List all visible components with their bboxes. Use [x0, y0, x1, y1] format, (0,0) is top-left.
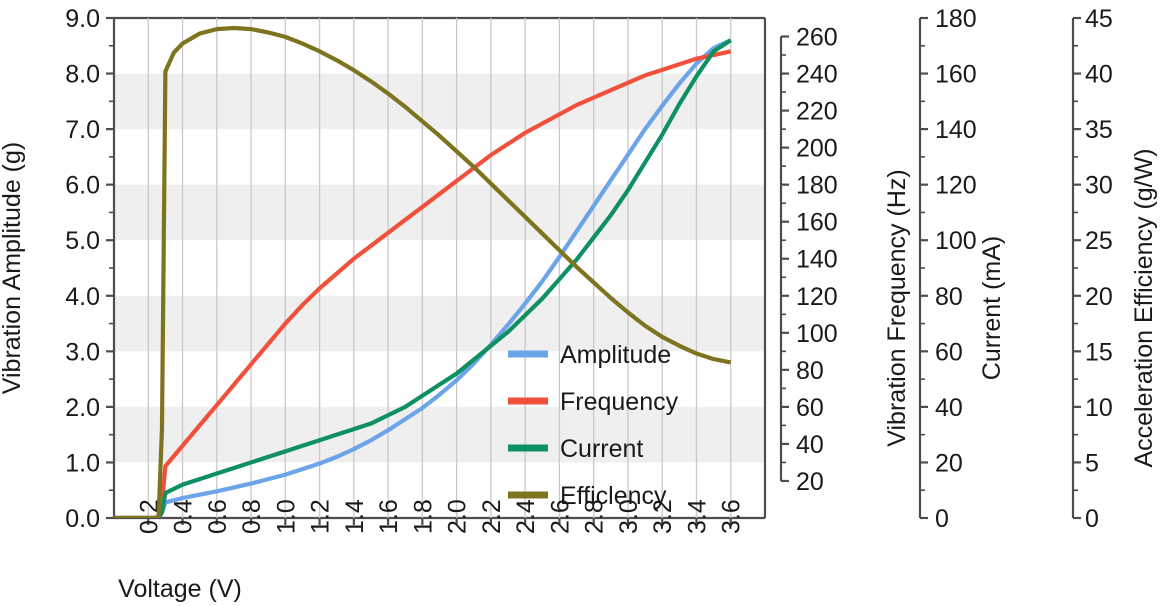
- y-tick-label-current: 20: [935, 449, 963, 477]
- y-axis-title-current: Current (mA): [978, 236, 1006, 380]
- x-tick-label: 2.2: [478, 499, 506, 534]
- y-tick-label-current: 180: [935, 5, 977, 33]
- x-tick-label: 2.4: [512, 499, 540, 534]
- x-axis-title: Voltage (V): [118, 575, 242, 603]
- y-tick-label-amplitude: 1.0: [65, 449, 100, 477]
- series-line-current: [114, 38, 732, 518]
- x-tick-label: 1.4: [341, 499, 369, 534]
- legend-label-amplitude: Amplitude: [560, 341, 671, 369]
- y-tick-label-current: 120: [935, 172, 977, 200]
- y-tick-label-frequency: 220: [796, 98, 838, 126]
- x-tick-label: 1.0: [272, 499, 300, 534]
- series-line-amplitude: [114, 38, 732, 518]
- y-tick-label-frequency: 80: [796, 357, 824, 385]
- y-tick-label-efficiency: 10: [1085, 394, 1113, 422]
- y-tick-label-amplitude: 7.0: [65, 116, 100, 144]
- y-tick-label-amplitude: 8.0: [65, 61, 100, 89]
- y-tick-label-efficiency: 35: [1085, 116, 1113, 144]
- x-tick-label: 2.0: [444, 499, 472, 534]
- y-tick-label-current: 0: [935, 505, 949, 533]
- y-tick-label-efficiency: 20: [1085, 283, 1113, 311]
- y-tick-label-efficiency: 40: [1085, 61, 1113, 89]
- x-tick-label: 1.2: [307, 499, 335, 534]
- y-tick-label-amplitude: 3.0: [65, 338, 100, 366]
- plot-band: [114, 406, 765, 463]
- y-tick-label-amplitude: 0.0: [65, 505, 100, 533]
- y-tick-label-amplitude: 2.0: [65, 394, 100, 422]
- series-line-frequency: [114, 49, 732, 518]
- x-tick-label: 3.4: [683, 499, 711, 534]
- x-tick-label: 0.4: [170, 499, 198, 534]
- y-tick-label-current: 40: [935, 394, 963, 422]
- x-tick-label: 1.6: [375, 499, 403, 534]
- x-tick-label: 0.6: [204, 499, 232, 534]
- y-tick-label-efficiency: 15: [1085, 338, 1113, 366]
- y-axis-title-amplitude: Vibration Amplitude (g): [0, 142, 26, 394]
- x-tick-label: 3.0: [615, 499, 643, 534]
- y-tick-label-frequency: 240: [796, 61, 838, 89]
- y-tick-label-frequency: 20: [796, 468, 824, 496]
- y-tick-label-current: 140: [935, 116, 977, 144]
- y-tick-label-frequency: 60: [796, 394, 824, 422]
- legend-label-current: Current: [560, 435, 643, 463]
- x-tick-label: 3.6: [718, 499, 746, 534]
- y-axis-title-frequency: Vibration Frequency (Hz): [883, 169, 911, 446]
- legend-label-efficlency: Efficlency: [560, 482, 667, 510]
- y-tick-label-frequency: 260: [796, 24, 838, 52]
- y-tick-label-amplitude: 9.0: [65, 5, 100, 33]
- x-tick-label: 1.8: [409, 499, 437, 534]
- y-tick-label-current: 80: [935, 283, 963, 311]
- y-tick-label-amplitude: 5.0: [65, 227, 100, 255]
- y-tick-label-efficiency: 45: [1085, 5, 1113, 33]
- y-tick-label-current: 160: [935, 61, 977, 89]
- x-tick-label: 3.2: [649, 499, 677, 534]
- y-tick-label-frequency: 200: [796, 135, 838, 163]
- x-tick-label: 0.8: [238, 499, 266, 534]
- y-tick-label-efficiency: 5: [1085, 449, 1099, 477]
- legend-label-frequency: Frequency: [560, 388, 679, 416]
- x-tick-label: 2.6: [546, 499, 574, 534]
- plot-band: [114, 295, 765, 352]
- y-tick-label-frequency: 100: [796, 320, 838, 348]
- y-tick-label-frequency: 160: [796, 209, 838, 237]
- y-tick-label-frequency: 40: [796, 431, 824, 459]
- y-tick-label-current: 100: [935, 227, 977, 255]
- series-line-efficlency: [114, 25, 732, 518]
- y-tick-label-frequency: 120: [796, 283, 838, 311]
- plot-band: [114, 73, 765, 130]
- y-axis-title-efficiency: Acceleration Efficiency (g/W): [1130, 148, 1158, 467]
- y-tick-label-frequency: 180: [796, 172, 838, 200]
- y-tick-label-efficiency: 0: [1085, 505, 1099, 533]
- y-tick-label-efficiency: 25: [1085, 227, 1113, 255]
- y-tick-label-efficiency: 30: [1085, 172, 1113, 200]
- y-tick-label-amplitude: 4.0: [65, 283, 100, 311]
- y-tick-label-current: 60: [935, 338, 963, 366]
- y-tick-label-amplitude: 6.0: [65, 172, 100, 200]
- x-tick-label: 2.8: [581, 499, 609, 534]
- y-tick-label-frequency: 140: [796, 246, 838, 274]
